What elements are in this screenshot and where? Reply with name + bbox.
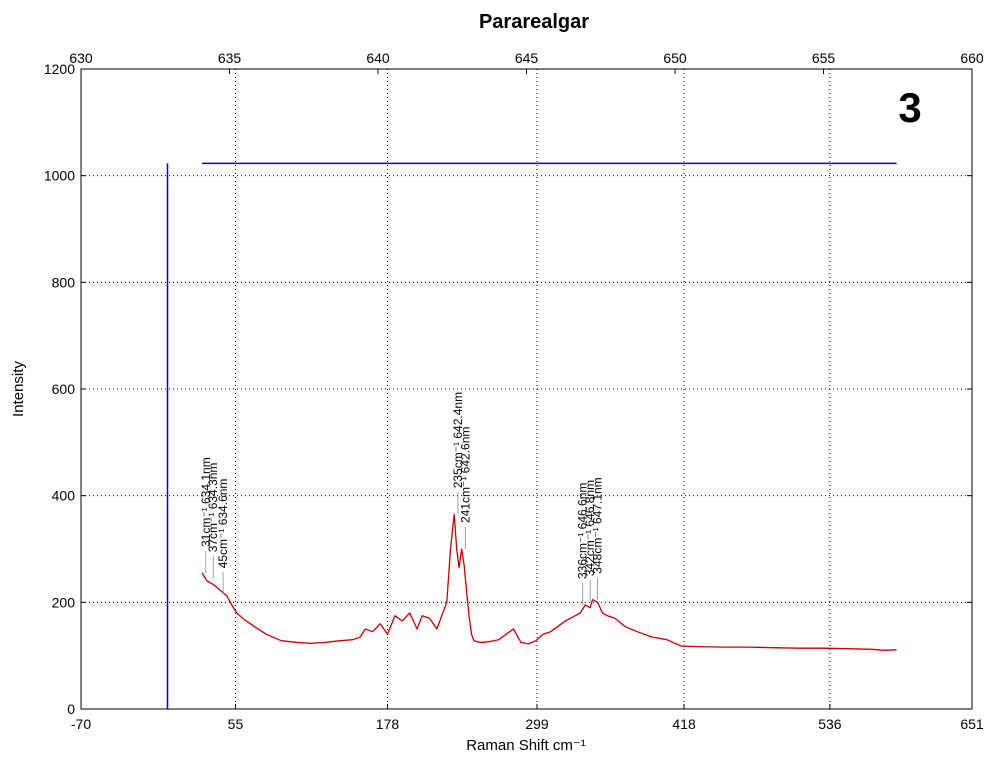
peak-annotation: 336cm⁻¹ 646.6nm	[576, 483, 590, 579]
peak-annotation: 342cm⁻¹ 646.8nm	[583, 480, 597, 576]
x-axis-label: Raman Shift cm⁻¹	[466, 737, 586, 754]
x-tick-label: 536	[818, 716, 842, 732]
x-tick-label: 299	[525, 716, 549, 732]
reference-lines	[166, 162, 897, 709]
y-tick-label: 200	[52, 594, 76, 610]
x-tick-label: 651	[960, 716, 984, 732]
spectrum-number-badge: 3	[898, 84, 921, 131]
x-top-tick-label: 650	[663, 50, 687, 66]
peak-annotation: 241cm⁻¹ 642.6nm	[458, 427, 472, 523]
y-tick-label: 600	[52, 381, 76, 397]
y-tick-label: 0	[67, 701, 75, 717]
y-tick-label: 800	[52, 274, 76, 290]
spectrum-line	[201, 513, 897, 651]
x-tick-label: 418	[672, 716, 696, 732]
x-top-tick-label: 635	[218, 50, 242, 66]
peak-annotation: 235cm⁻¹ 642.4nm	[451, 392, 465, 488]
x-tick-label: 178	[376, 716, 400, 732]
grid	[81, 69, 972, 709]
plot-frame	[80, 68, 973, 710]
peak-annotation: 45cm⁻¹ 634.6nm	[216, 479, 230, 569]
x-top-tick-label: 655	[812, 50, 836, 66]
peak-annotation: 31cm⁻¹ 634.1nm	[199, 457, 213, 547]
y-tick-label: 1000	[44, 168, 75, 184]
peak-annotation: 348cm⁻¹ 647.1nm	[591, 477, 605, 573]
y-tick-label: 1200	[44, 61, 75, 77]
chart-title: Parareal​gar	[479, 11, 589, 33]
peak-annotation: 37cm⁻¹ 634.3nm	[206, 463, 220, 553]
series-layer	[201, 513, 897, 651]
y-tick-label: 400	[52, 488, 76, 504]
y-axis-ticks: 0 200 400 600 800 1000 1200	[44, 61, 972, 717]
x-axis-bottom-ticks: -70 55 178 299 418 536 651	[71, 704, 984, 732]
x-top-tick-label: 645	[515, 50, 539, 66]
x-tick-label: -70	[71, 716, 91, 732]
x-top-tick-label: 660	[960, 50, 984, 66]
x-top-tick-label: 630	[69, 50, 93, 66]
x-tick-label: 55	[228, 716, 244, 732]
x-top-tick-label: 640	[366, 50, 390, 66]
x-axis-top-ticks: 630 635 640 645 650 655 660	[69, 50, 984, 74]
y-axis-label: Intensity	[10, 361, 27, 417]
